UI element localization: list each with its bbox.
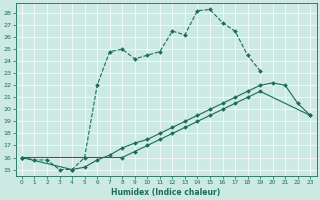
X-axis label: Humidex (Indice chaleur): Humidex (Indice chaleur) xyxy=(111,188,221,197)
